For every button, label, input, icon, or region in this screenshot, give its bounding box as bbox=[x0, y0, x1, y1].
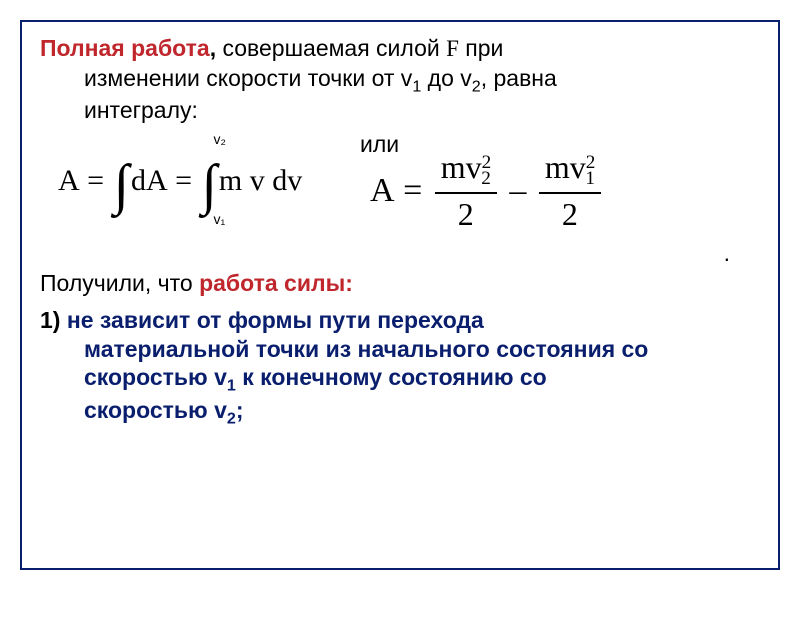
prop1-line2b-pre: скоростью v bbox=[84, 364, 227, 390]
formula-left: A = ∫ dA = v₂ ∫ v₁ m v dv bbox=[58, 153, 302, 209]
intro-mid1: до v bbox=[421, 65, 472, 91]
fl-integrand: m v dv bbox=[219, 164, 302, 197]
intro-lead: Полная работа bbox=[40, 35, 210, 61]
fl-int2: v₂ ∫ v₁ bbox=[202, 153, 217, 209]
fr-eq: = bbox=[395, 172, 431, 209]
intro-part1: совершаемая силой bbox=[216, 35, 446, 61]
result-emph: работа силы: bbox=[199, 270, 353, 296]
fr-num2: mv21 bbox=[539, 149, 601, 194]
prop1-line3-pre: скоростью v bbox=[84, 397, 227, 423]
fr-num1: mv22 bbox=[435, 149, 497, 194]
intro-tail: , равна bbox=[481, 65, 557, 91]
slide-frame: Полная работа, совершаемая силой F при и… bbox=[20, 20, 780, 570]
fr-num1-sub: 2 bbox=[481, 168, 491, 189]
result-line: Получили, что работа силы: bbox=[40, 269, 760, 298]
fr-frac2: mv21 2 bbox=[539, 149, 601, 233]
result-pre: Получили, что bbox=[40, 270, 199, 296]
intro-line2-text: изменении скорости точки от v bbox=[84, 65, 412, 91]
prop1-line2b-mid: к конечному состоянию со bbox=[236, 364, 547, 390]
prop1-line3-sub: 2 bbox=[227, 410, 236, 428]
prop1-line2a: материальной точки из начального состоян… bbox=[84, 336, 648, 362]
intro-sub1: 1 bbox=[412, 77, 421, 95]
fl-int1-sign: ∫ bbox=[114, 157, 129, 213]
prop1-tail: ; bbox=[236, 397, 244, 423]
fr-num2-sub: 1 bbox=[585, 168, 595, 189]
fr-den1: 2 bbox=[435, 194, 497, 233]
prop1-line2b: скоростью v1 к конечному состоянию со bbox=[40, 364, 547, 390]
prop1-line2b-sub: 1 bbox=[227, 377, 236, 395]
prop1-num: 1) bbox=[40, 307, 67, 333]
intro-line2: изменении скорости точки от v1 до v2, ра… bbox=[40, 65, 557, 91]
prop1-line2: материальной точки из начального состоян… bbox=[40, 336, 648, 362]
prop1: 1) не зависит от формы пути перехода мат… bbox=[40, 306, 760, 429]
fr-num2-m: mv bbox=[545, 149, 586, 185]
fr-minus: – bbox=[501, 172, 535, 209]
trailing-period: . bbox=[724, 240, 730, 267]
intro-line3: интегралу: bbox=[40, 97, 198, 123]
fl-int2-sign: ∫ bbox=[202, 157, 217, 213]
prop1-line1a: не зависит от формы пути перехода bbox=[67, 307, 484, 333]
fr-A: A bbox=[370, 172, 395, 209]
fl-eq1: = bbox=[80, 164, 112, 197]
fl-eq2: = bbox=[168, 164, 200, 197]
fl-A: A bbox=[58, 164, 80, 197]
formula-row: или A = ∫ dA = v₂ ∫ v₁ m v dv A = mv22 2… bbox=[40, 133, 760, 263]
fl-int1: ∫ bbox=[114, 153, 129, 209]
fl-dA: dA bbox=[131, 164, 168, 197]
prop1-line3: скоростью v2; bbox=[40, 397, 244, 423]
force-symbol: F bbox=[446, 36, 459, 61]
intro-sub2: 2 bbox=[472, 77, 481, 95]
fl-int2-lower: v₁ bbox=[214, 211, 226, 227]
fr-den2: 2 bbox=[539, 194, 601, 233]
fr-frac1: mv22 2 bbox=[435, 149, 497, 233]
fl-int2-upper: v₂ bbox=[214, 131, 226, 147]
intro-paragraph: Полная работа, совершаемая силой F при и… bbox=[40, 34, 760, 125]
formula-right: A = mv22 2 – mv21 2 bbox=[370, 149, 605, 233]
fr-num1-m: mv bbox=[441, 149, 482, 185]
intro-part2: при bbox=[459, 35, 503, 61]
